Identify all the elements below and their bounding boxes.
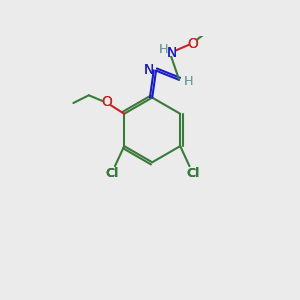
Text: N: N [144, 63, 154, 77]
FancyBboxPatch shape [189, 40, 196, 47]
Text: O: O [187, 37, 198, 51]
Text: Cl: Cl [186, 167, 199, 180]
Text: O: O [187, 37, 198, 51]
FancyBboxPatch shape [185, 78, 192, 85]
Text: O: O [101, 95, 112, 109]
Text: N: N [144, 63, 154, 77]
Text: H: H [159, 43, 168, 56]
FancyBboxPatch shape [103, 99, 110, 106]
FancyBboxPatch shape [160, 46, 167, 52]
Text: H: H [184, 75, 193, 88]
Text: Cl: Cl [105, 167, 119, 180]
FancyBboxPatch shape [186, 170, 199, 177]
Text: O: O [101, 95, 112, 109]
Text: N: N [167, 46, 177, 60]
Text: N: N [167, 46, 177, 60]
FancyBboxPatch shape [169, 50, 176, 56]
FancyBboxPatch shape [146, 66, 153, 73]
FancyBboxPatch shape [106, 170, 118, 177]
Text: H: H [184, 75, 193, 88]
Text: Cl: Cl [105, 167, 119, 180]
Text: Cl: Cl [186, 167, 199, 180]
Text: H: H [159, 43, 168, 56]
